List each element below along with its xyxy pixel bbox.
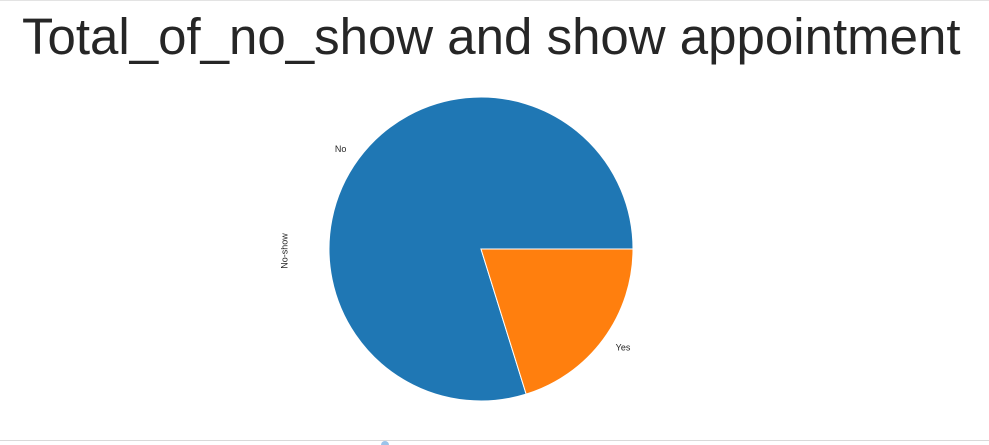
top-divider (0, 0, 989, 1)
y-axis-label: No-show (279, 233, 289, 269)
slice-label-no: No (335, 144, 347, 154)
slice-label-yes: Yes (616, 343, 631, 353)
bottom-divider (0, 440, 989, 441)
scroll-indicator[interactable] (381, 441, 389, 445)
pie-slice-yes (480, 248, 634, 395)
chart-title: Total_of_no_show and show appointment (22, 8, 961, 65)
